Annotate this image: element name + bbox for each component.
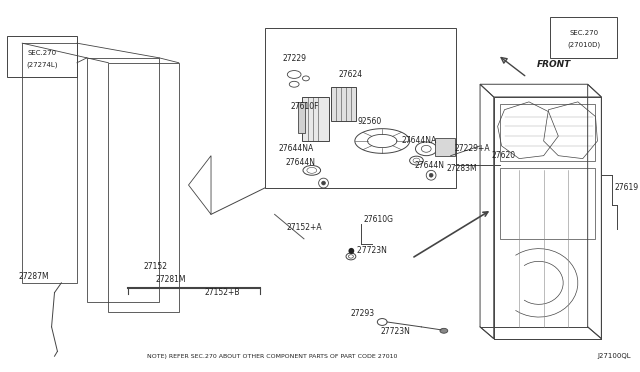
Text: 27152: 27152 <box>143 262 168 271</box>
Bar <box>332 87 356 121</box>
Text: 27610F: 27610F <box>291 102 319 111</box>
Text: J27100QL: J27100QL <box>598 353 631 359</box>
Text: 27152+A: 27152+A <box>286 222 322 232</box>
Text: NOTE) REFER SEC.270 ABOUT OTHER COMPONENT PARTS OF PART CODE 27010: NOTE) REFER SEC.270 ABOUT OTHER COMPONEN… <box>147 354 398 359</box>
Bar <box>298 102 305 133</box>
Bar <box>435 138 454 155</box>
Bar <box>500 169 595 239</box>
Text: (27274L): (27274L) <box>26 61 58 68</box>
Circle shape <box>321 181 326 185</box>
Text: 27644NA: 27644NA <box>402 137 437 145</box>
Bar <box>302 97 330 141</box>
Bar <box>550 17 617 58</box>
Text: 92560: 92560 <box>358 117 382 126</box>
Text: 27610G: 27610G <box>364 215 394 224</box>
Text: FRONT: FRONT <box>537 60 571 69</box>
Text: 27293: 27293 <box>351 309 375 318</box>
Text: 27152+B: 27152+B <box>204 288 239 297</box>
Text: 27283M: 27283M <box>447 164 477 173</box>
Text: ● 27723N: ● 27723N <box>348 246 387 255</box>
Text: 27644NA: 27644NA <box>278 144 314 153</box>
Text: 27229+A: 27229+A <box>454 144 490 153</box>
Circle shape <box>429 173 433 177</box>
Text: 27723N: 27723N <box>380 327 410 336</box>
Bar <box>6 36 77 77</box>
Text: SEC.270: SEC.270 <box>28 50 56 56</box>
Ellipse shape <box>440 328 448 333</box>
Text: 27229: 27229 <box>282 54 307 63</box>
Bar <box>493 97 602 339</box>
Text: 27644N: 27644N <box>285 158 316 167</box>
Text: 27281M: 27281M <box>156 275 186 285</box>
Text: 27624: 27624 <box>338 70 362 79</box>
Text: 27644N: 27644N <box>415 161 445 170</box>
Text: 27620: 27620 <box>492 151 516 160</box>
Text: 27619: 27619 <box>614 183 638 192</box>
Text: 27287M: 27287M <box>19 272 49 280</box>
Text: SEC.270: SEC.270 <box>569 31 598 36</box>
Bar <box>500 104 595 161</box>
Bar <box>265 29 456 188</box>
Text: (27010D): (27010D) <box>567 42 600 48</box>
